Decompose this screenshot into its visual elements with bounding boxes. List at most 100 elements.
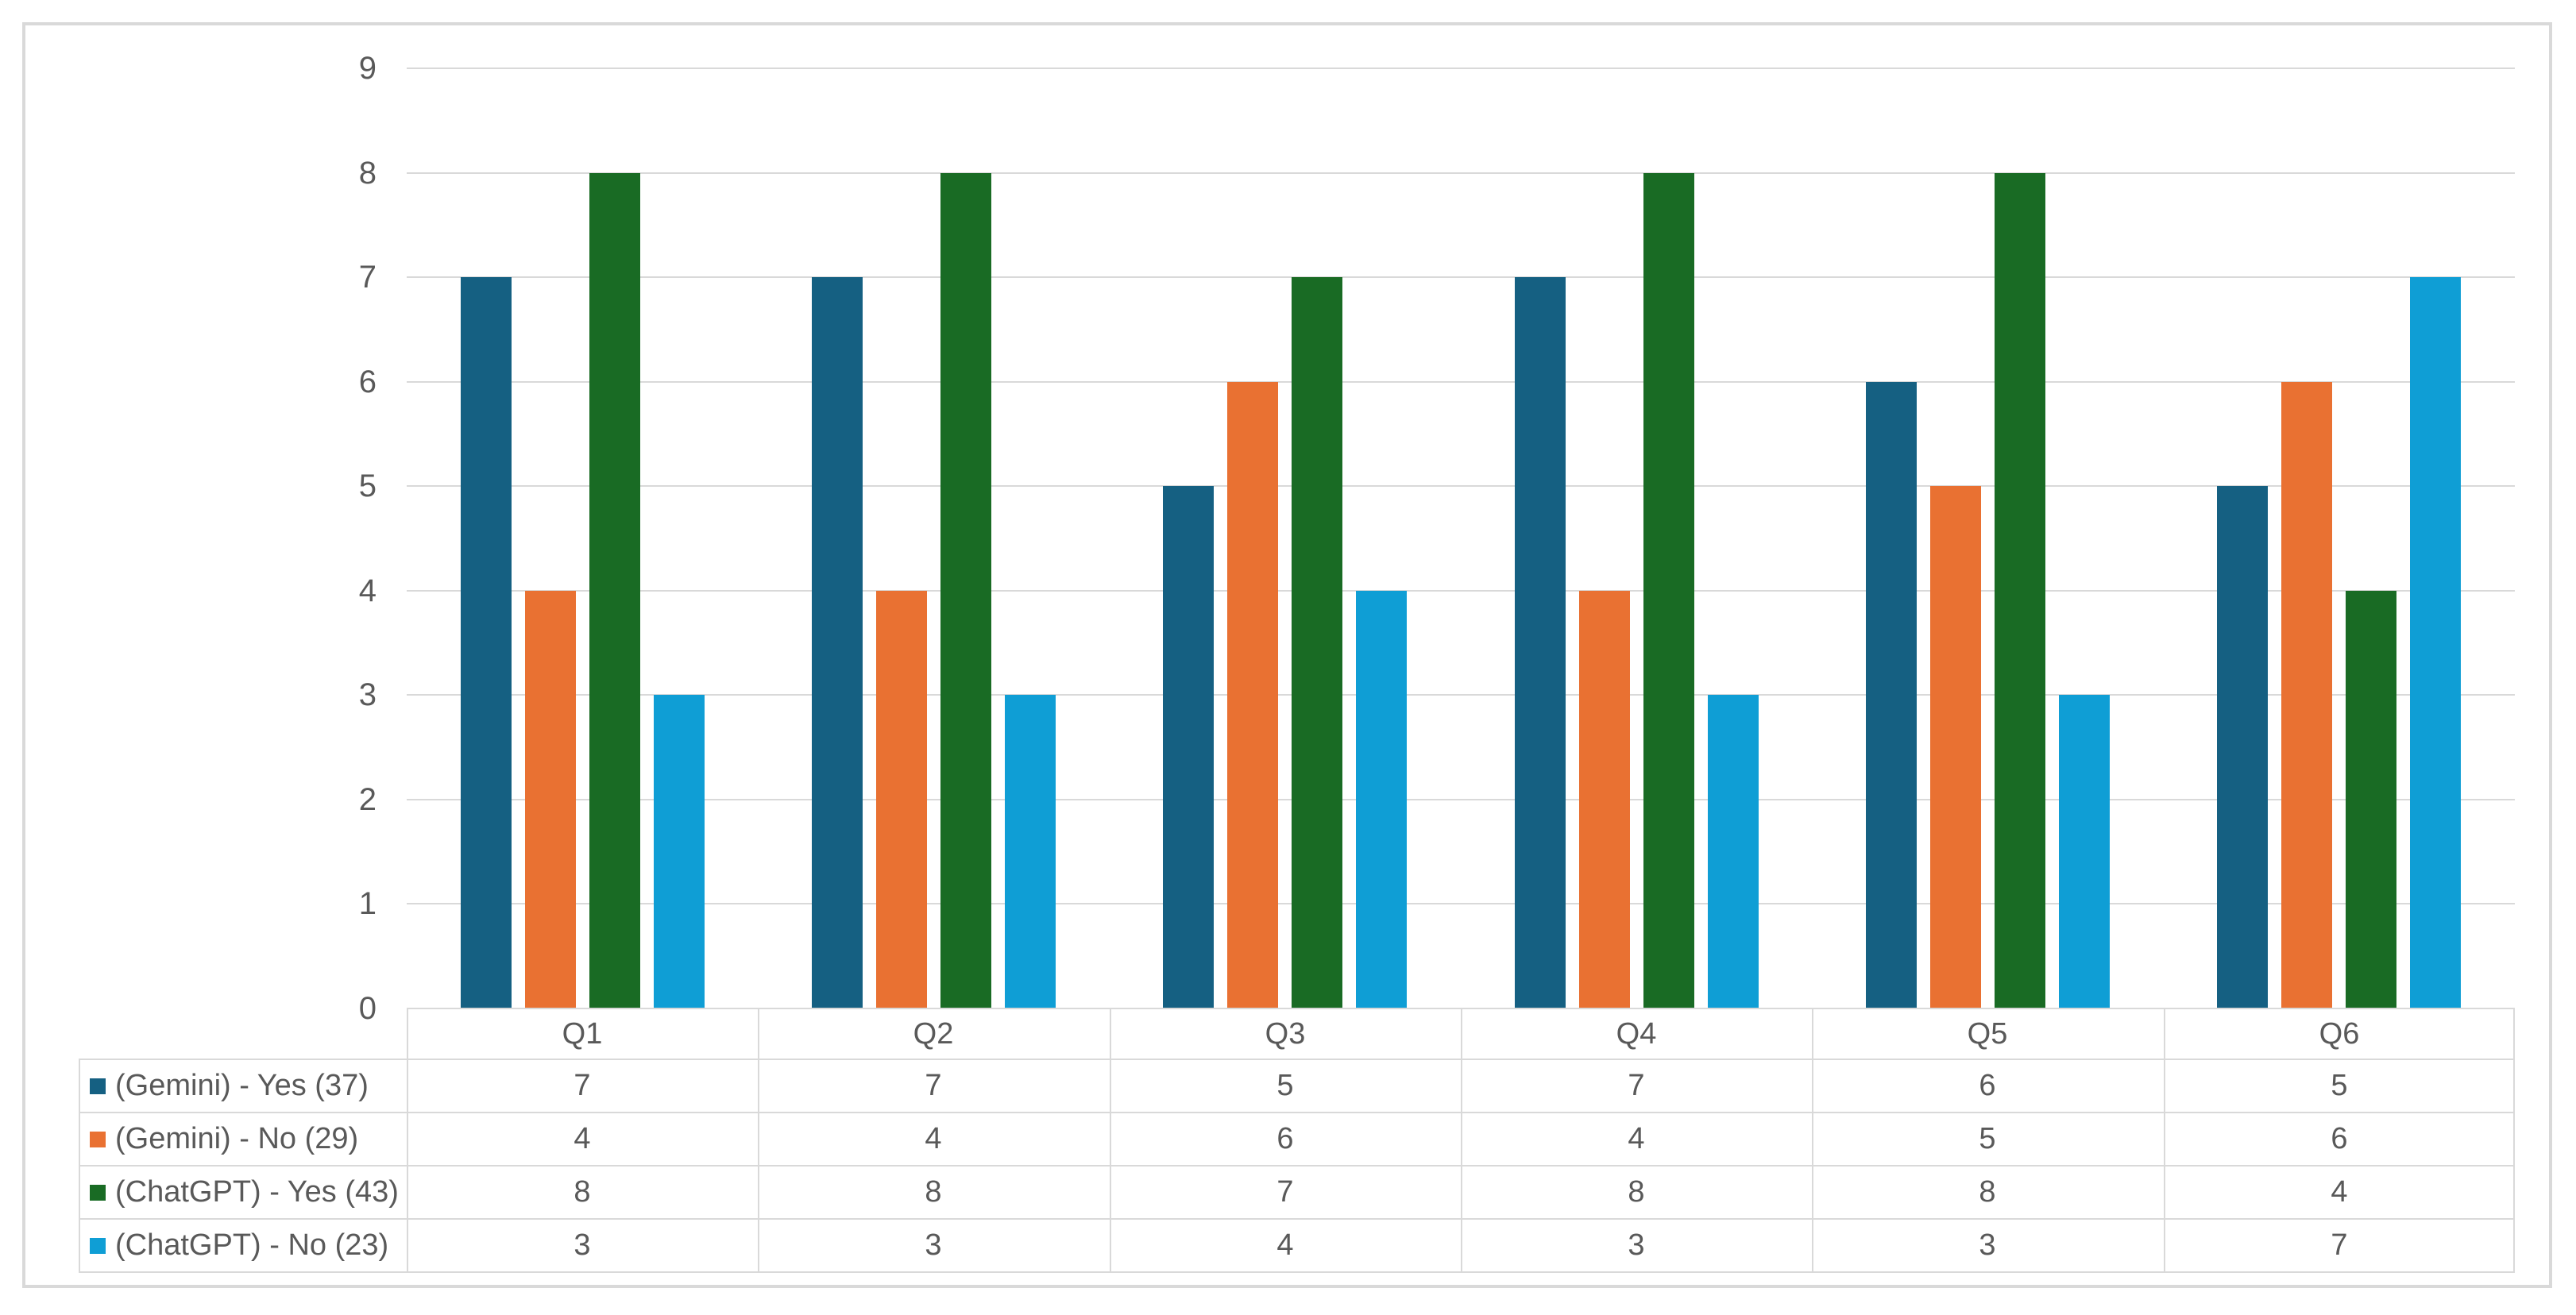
- table-value-cell: 6: [1979, 1069, 1996, 1102]
- legend-cell: (ChatGPT) - No (23): [79, 1219, 407, 1272]
- legend-swatch: [90, 1078, 106, 1094]
- table-value-cell: 6: [1276, 1122, 1294, 1155]
- legend-label: (Gemini) - No (29): [115, 1122, 359, 1155]
- table-column-border: [1110, 1008, 1111, 1273]
- gridline-y8: [407, 172, 2515, 174]
- bar-series3-q1: [589, 173, 640, 1008]
- bar-series1-q5: [1866, 382, 1917, 1008]
- table-value-cell: 7: [1628, 1069, 1645, 1102]
- y-axis-tick-label: 8: [358, 156, 377, 191]
- table-value-cell: 5: [2331, 1069, 2348, 1102]
- table-value-cell: 5: [1276, 1069, 1294, 1102]
- table-value-cell: 7: [2331, 1228, 2348, 1262]
- table-value-cell: 3: [1628, 1228, 1645, 1262]
- table-header-cell-q4: Q4: [1616, 1016, 1657, 1051]
- chart-frame: 0 1 2 3 4 5 6 7 8 9 Q1 Q2 Q3 Q4 Q5 Q6 (Gemini) - Yes (3…: [22, 22, 2552, 1288]
- data-table: Q1 Q2 Q3 Q4 Q5 Q6 (Gemini) - Yes (37) 7 7 5 7 6 5 (Ge…: [79, 1008, 2515, 1273]
- table-column-border: [2513, 1008, 2515, 1273]
- table-value-cell: 7: [925, 1069, 942, 1102]
- legend-cell: (Gemini) - No (29): [79, 1113, 407, 1166]
- y-axis-tick-label: 1: [358, 886, 377, 921]
- y-axis-tick-label: 9: [358, 51, 377, 86]
- table-value-cell: 4: [925, 1122, 942, 1155]
- legend-swatch: [90, 1237, 106, 1254]
- bar-series4-q5: [2059, 695, 2110, 1008]
- y-axis-tick-label: 5: [358, 469, 377, 503]
- table-value-cell: 4: [1276, 1228, 1294, 1262]
- gridline-y5: [407, 485, 2515, 487]
- table-column-border: [1461, 1008, 1462, 1273]
- table-row-border: [79, 1271, 2515, 1273]
- table-value-cell: 4: [1628, 1122, 1645, 1155]
- table-header-cell-q2: Q2: [913, 1016, 954, 1051]
- legend-label: (ChatGPT) - Yes (43): [115, 1175, 399, 1209]
- table-column-border: [407, 1008, 408, 1273]
- gridline-y9: [407, 67, 2515, 69]
- gridline-y1: [407, 903, 2515, 904]
- y-axis-tick-label: 2: [358, 782, 377, 817]
- table-header-cell-q1: Q1: [562, 1016, 603, 1051]
- bar-series3-q4: [1643, 173, 1694, 1008]
- y-axis-tick-label: 3: [358, 677, 377, 712]
- gridline-y6: [407, 381, 2515, 383]
- y-axis-tick-label: 4: [358, 573, 377, 608]
- table-value-cell: 8: [574, 1175, 591, 1209]
- bar-series2-q6: [2281, 382, 2332, 1008]
- table-header-cell-q3: Q3: [1265, 1016, 1306, 1051]
- gridline-y4: [407, 590, 2515, 592]
- gridline-y7: [407, 276, 2515, 278]
- table-value-cell: 7: [574, 1069, 591, 1102]
- table-left-border: [79, 1059, 80, 1273]
- y-axis-tick-label: 0: [358, 991, 377, 1026]
- bar-series3-q6: [2346, 591, 2396, 1008]
- table-value-cell: 8: [1628, 1175, 1645, 1209]
- table-value-cell: 4: [2331, 1175, 2348, 1209]
- bar-series4-q6: [2410, 277, 2461, 1008]
- table-value-cell: 8: [925, 1175, 942, 1209]
- table-row-border: [79, 1218, 2515, 1220]
- y-axis-tick-label: 7: [358, 260, 377, 295]
- plot-area: 0 1 2 3 4 5 6 7 8 9: [25, 25, 2549, 1285]
- bar-series2-q1: [525, 591, 576, 1008]
- bar-series4-q2: [1005, 695, 1056, 1008]
- table-value-cell: 4: [574, 1122, 591, 1155]
- bar-series4-q4: [1708, 695, 1759, 1008]
- table-value-cell: 3: [925, 1228, 942, 1262]
- bar-series1-q2: [812, 277, 863, 1008]
- bar-series3-q2: [940, 173, 991, 1008]
- table-value-cell: 7: [1276, 1175, 1294, 1209]
- legend-label: (Gemini) - Yes (37): [115, 1069, 369, 1102]
- legend-cell: (Gemini) - Yes (37): [79, 1059, 407, 1113]
- table-value-cell: 5: [1979, 1122, 1996, 1155]
- bar-series4-q3: [1356, 591, 1407, 1008]
- bar-series2-q3: [1227, 382, 1278, 1008]
- bar-series2-q5: [1930, 486, 1981, 1008]
- table-column-border: [758, 1008, 759, 1273]
- bar-series3-q3: [1292, 277, 1342, 1008]
- y-axis-tick-label: 6: [358, 364, 377, 399]
- bar-series1-q1: [461, 277, 512, 1008]
- legend-cell: (ChatGPT) - Yes (43): [79, 1166, 407, 1219]
- bar-series4-q1: [654, 695, 705, 1008]
- bar-series1-q4: [1515, 277, 1566, 1008]
- legend-label: (ChatGPT) - No (23): [115, 1228, 389, 1262]
- table-row-border: [79, 1112, 2515, 1113]
- table-row-border: [79, 1059, 2515, 1060]
- legend-swatch: [90, 1131, 106, 1147]
- bar-series1-q3: [1163, 486, 1214, 1008]
- bar-series3-q5: [1995, 173, 2045, 1008]
- bar-series2-q2: [876, 591, 927, 1008]
- table-column-border: [1812, 1008, 1813, 1273]
- table-row-border: [79, 1165, 2515, 1167]
- table-value-cell: 6: [2331, 1122, 2348, 1155]
- legend-swatch: [90, 1184, 106, 1201]
- table-column-border: [2164, 1008, 2165, 1273]
- table-header-cell-q5: Q5: [1967, 1016, 2008, 1051]
- bar-series2-q4: [1579, 591, 1630, 1008]
- gridline-y2: [407, 799, 2515, 800]
- gridline-y3: [407, 694, 2515, 696]
- table-value-cell: 3: [574, 1228, 591, 1262]
- table-value-cell: 8: [1979, 1175, 1996, 1209]
- table-value-cell: 3: [1979, 1228, 1996, 1262]
- table-header-cell-q6: Q6: [2319, 1016, 2360, 1051]
